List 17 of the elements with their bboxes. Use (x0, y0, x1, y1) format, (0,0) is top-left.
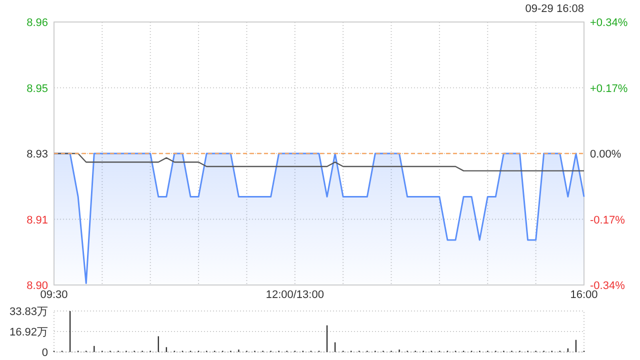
y-tick-label: 8.91 (26, 214, 48, 226)
y2-tick-label: +0.17% (590, 82, 628, 95)
y2-tick-label: -0.34% (590, 280, 626, 292)
y2-tick-label: -0.17% (590, 214, 626, 226)
y2-tick-label: +0.34% (590, 17, 628, 29)
y-tick-label: 0 (42, 347, 48, 359)
y-tick-label: 8.90 (26, 280, 48, 292)
x-tick-label: 09:30 (40, 289, 68, 301)
y-tick-label: 8.96 (26, 17, 48, 29)
y-tick-label: 8.95 (26, 82, 48, 95)
y-tick-label: 33.83万 (9, 306, 48, 318)
x-tick-label: 16:00 (570, 289, 598, 301)
text: 09-29 16:08 (525, 3, 584, 15)
x-tick-label: 12:00/13:00 (266, 289, 324, 301)
y2-tick-label: 0.00% (590, 148, 622, 160)
y-tick-label: 16.92万 (9, 326, 48, 338)
y-tick-label: 8.93 (26, 148, 48, 160)
